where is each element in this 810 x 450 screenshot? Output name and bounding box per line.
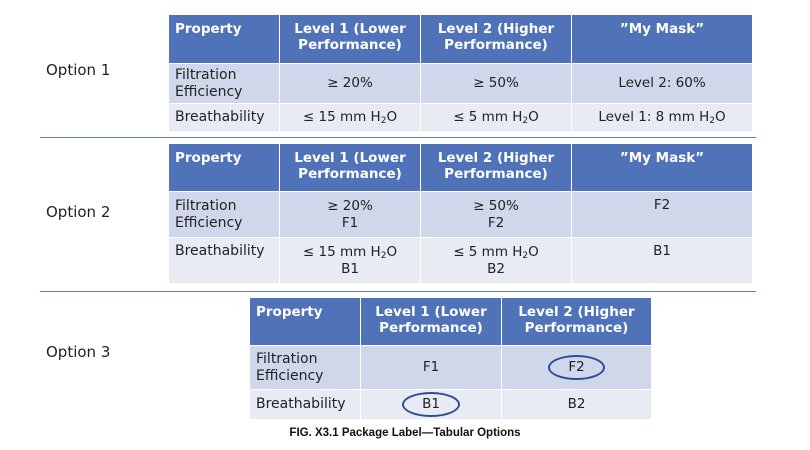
my-mask-cell: F2 — [571, 191, 753, 238]
level-code: B2 — [487, 260, 505, 277]
header-my-mask: ”My Mask” — [571, 14, 753, 64]
divider-2 — [40, 291, 756, 292]
level-2-cell: ≤ 5 mm H2O B2 — [420, 237, 572, 284]
level-1-cell: ≥ 20% — [279, 63, 421, 104]
my-mask-cell: Level 2: 60% — [571, 63, 753, 104]
table-row: Filtration Efficiency ≥ 20% F1 ≥ 50% F2 F2 — [168, 191, 753, 238]
level-1-cell: ≤ 15 mm H2O B1 — [279, 237, 421, 284]
property-cell: Filtration Efficiency — [249, 345, 361, 390]
divider-1 — [40, 137, 756, 138]
property-cell: Filtration Efficiency — [168, 191, 280, 238]
table-row: Filtration Efficiency F1 F2 — [249, 345, 652, 390]
level-code: B1 — [341, 260, 359, 277]
level-2-cell: B2 — [501, 389, 652, 420]
level-2-cell: ≥ 50% F2 — [420, 191, 572, 238]
header-level-2: Level 2 (Higher Performance) — [420, 14, 572, 64]
option-1-label: Option 1 — [46, 61, 111, 79]
header-property: Property — [168, 14, 280, 64]
header-property: Property — [168, 143, 280, 192]
option-2-table: Property Level 1 (Lower Performance) Lev… — [168, 143, 753, 284]
option-2-label: Option 2 — [46, 203, 111, 221]
option-3-label: Option 3 — [46, 343, 111, 361]
level-1-cell: B1 — [360, 389, 502, 420]
property-cell: Breathability — [249, 389, 361, 420]
header-level-1: Level 1 (Lower Performance) — [279, 14, 421, 64]
level-2-cell: F2 — [501, 345, 652, 390]
level-1-cell: F1 — [360, 345, 502, 390]
level-1-cell: ≤ 15 mm H2O — [279, 103, 421, 132]
selected-level-circle: F2 — [548, 355, 605, 380]
level-code: F2 — [487, 214, 505, 231]
level-2-cell: ≤ 5 mm H2O — [420, 103, 572, 132]
property-cell: Breathability — [168, 237, 280, 284]
level-1-cell: ≥ 20% F1 — [279, 191, 421, 238]
table-row: Breathability ≤ 15 mm H2O B1 ≤ 5 mm H2O B2… — [168, 237, 753, 284]
table-row: Breathability B1 B2 — [249, 389, 652, 420]
header-property: Property — [249, 297, 361, 346]
level-2-cell: ≥ 50% — [420, 63, 572, 104]
option-3-table: Property Level 1 (Lower Performance) Lev… — [249, 297, 652, 420]
property-cell: Filtration Efficiency — [168, 63, 280, 104]
header-level-2: Level 2 (Higher Performance) — [420, 143, 572, 192]
header-level-1: Level 1 (Lower Performance) — [279, 143, 421, 192]
header-my-mask: ”My Mask” — [571, 143, 753, 192]
header-level-1: Level 1 (Lower Performance) — [360, 297, 502, 346]
level-code: F1 — [341, 214, 359, 231]
my-mask-cell: B1 — [571, 237, 753, 284]
table-row: Filtration Efficiency ≥ 20% ≥ 50% Level … — [168, 63, 753, 104]
selected-level-circle: B1 — [402, 392, 460, 417]
figure-caption: FIG. X3.1 Package Label—Tabular Options — [289, 427, 521, 439]
my-mask-cell: Level 1: 8 mm H2O — [571, 103, 753, 132]
property-cell: Breathability — [168, 103, 280, 132]
option-1-table: Property Level 1 (Lower Performance) Lev… — [168, 14, 753, 132]
table-row: Breathability ≤ 15 mm H2O ≤ 5 mm H2O Lev… — [168, 103, 753, 132]
header-level-2: Level 2 (Higher Performance) — [501, 297, 652, 346]
